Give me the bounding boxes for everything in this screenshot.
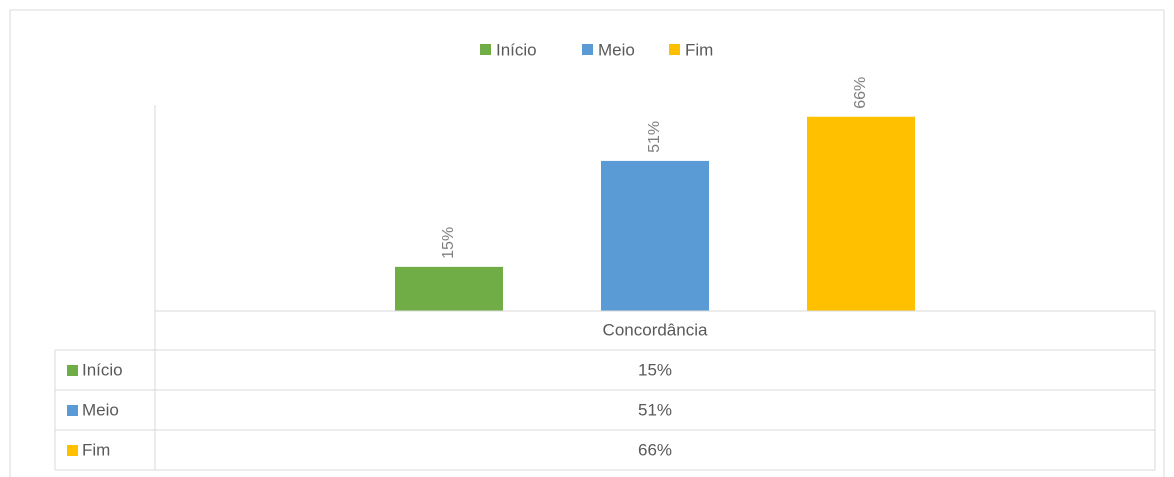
table-series-label: Meio xyxy=(82,400,119,419)
legend-label: Início xyxy=(496,40,537,59)
table-swatch xyxy=(67,445,78,456)
data-label: 66% xyxy=(852,77,869,109)
legend-swatch xyxy=(480,44,491,55)
table-value: 66% xyxy=(638,440,672,459)
legend-label: Meio xyxy=(598,40,635,59)
table-series-label: Início xyxy=(82,360,123,379)
table-value: 15% xyxy=(638,360,672,379)
legend-label: Fim xyxy=(685,40,713,59)
data-label: 15% xyxy=(440,227,457,259)
category-label: Concordância xyxy=(603,320,708,339)
bar xyxy=(601,160,709,311)
bar xyxy=(395,266,503,311)
table-swatch xyxy=(67,365,78,376)
legend-swatch xyxy=(669,44,680,55)
data-label: 51% xyxy=(646,121,663,153)
bar xyxy=(807,116,915,312)
table-value: 51% xyxy=(638,400,672,419)
table-series-label: Fim xyxy=(82,440,110,459)
legend-swatch xyxy=(582,44,593,55)
table-swatch xyxy=(67,405,78,416)
